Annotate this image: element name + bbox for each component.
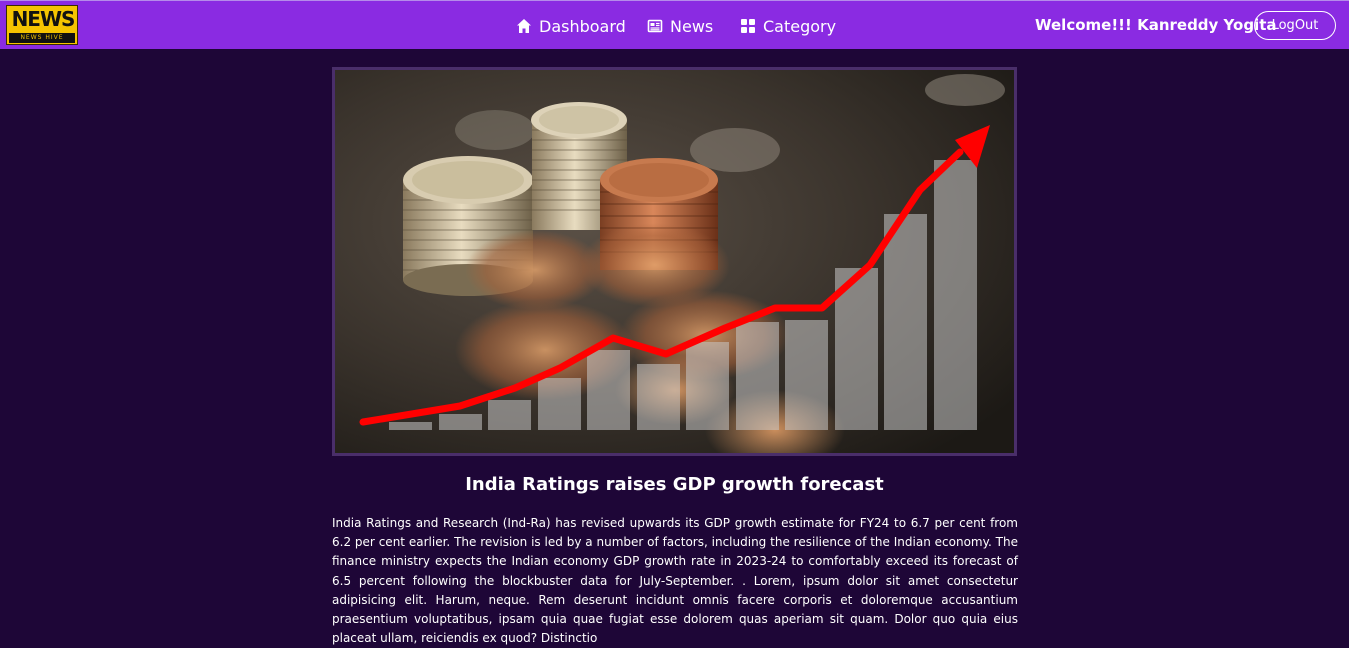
nav-news-link[interactable]: News <box>647 15 713 37</box>
article-hero-image <box>332 67 1017 456</box>
newspaper-icon <box>647 18 663 34</box>
nav-category-label: Category <box>763 16 837 36</box>
growth-arrow <box>359 125 990 426</box>
news-hive-logo[interactable]: NEWS NEWS HIVE <box>6 5 78 45</box>
top-navbar: NEWS NEWS HIVE Dashboard News <box>0 0 1349 49</box>
nav-category-link[interactable]: Category <box>740 15 836 37</box>
nav-dashboard-label: Dashboard <box>539 16 626 36</box>
article-title: India Ratings raises GDP growth forecast <box>465 474 884 495</box>
overlay-bar-chart <box>389 160 977 430</box>
logo-sub-text: NEWS HIVE <box>9 33 75 43</box>
logo-main-text: NEWS <box>11 7 76 31</box>
coins-growth-chart-image <box>335 70 1014 453</box>
home-icon <box>516 18 532 34</box>
article-body: India Ratings and Research (Ind-Ra) has … <box>332 516 1018 646</box>
logout-button[interactable]: LogOut <box>1254 11 1336 40</box>
nav-dashboard-link[interactable]: Dashboard <box>516 15 626 37</box>
welcome-message: Welcome!!! Kanreddy Yogita <box>1035 16 1277 34</box>
nav-news-label: News <box>670 16 714 36</box>
grid-icon <box>740 18 756 34</box>
